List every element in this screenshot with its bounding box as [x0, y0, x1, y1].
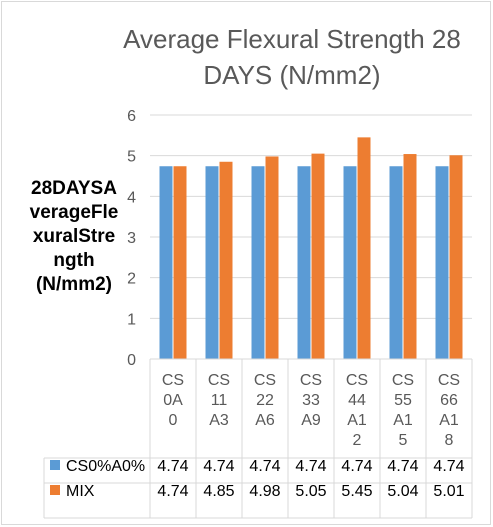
chart-title-line: DAYS (N/mm2) — [203, 60, 380, 90]
x-category-label: A1 — [347, 412, 367, 429]
x-category-label: 22 — [256, 392, 274, 409]
data-table: CS 0A 0 CS 11 A3 CS 22 A6 CS 33 A9 CS 44 A1 2 CS 55 A1 5 CS 6… — [43, 358, 473, 519]
table-value: 5.45 — [341, 483, 372, 500]
bar — [297, 166, 311, 359]
bar — [265, 156, 279, 359]
x-category-label: CS — [438, 372, 460, 389]
y-tick-label: 1 — [127, 311, 136, 328]
table-value: 4.74 — [433, 458, 464, 475]
x-category-label: A3 — [209, 412, 229, 429]
table-value: 4.74 — [387, 458, 418, 475]
table-value: 4.74 — [341, 458, 372, 475]
x-category-label: 0 — [169, 412, 178, 429]
table-value: 5.05 — [295, 483, 326, 500]
y-tick-label: 0 — [127, 352, 136, 369]
legend-label: MIX — [66, 483, 95, 500]
x-category-label: CS — [300, 372, 322, 389]
y-axis-title-line: 28DAYSA — [31, 178, 117, 199]
table-value: 4.98 — [249, 483, 280, 500]
x-category-label: 2 — [353, 432, 362, 449]
legend-key — [50, 460, 60, 470]
y-axis-title: 28DAYSA verageFle xuralStre ngth (N/mm2) — [30, 178, 119, 295]
x-category-label: CS — [346, 372, 368, 389]
chart-title-line: Average Flexural Strength 28 — [123, 24, 461, 54]
x-category-label: 0A — [163, 392, 183, 409]
y-tick-label: 3 — [127, 230, 136, 247]
bar — [311, 153, 325, 359]
y-axis-ticks: 0 1 2 3 4 5 6 — [127, 108, 136, 369]
legend-label: CS0%A0% — [66, 458, 145, 475]
x-category-label: 55 — [394, 392, 412, 409]
table-value: 4.85 — [203, 483, 234, 500]
x-category-label: 8 — [445, 432, 454, 449]
x-category-label: A1 — [393, 412, 413, 429]
y-axis-title-line: (N/mm2) — [36, 274, 112, 295]
x-category-label: A6 — [255, 412, 275, 429]
gridlines — [150, 114, 472, 319]
x-category-label: 66 — [440, 392, 458, 409]
y-axis-title-line: ngth — [53, 250, 94, 271]
bar — [389, 166, 403, 359]
y-tick-label: 6 — [127, 108, 136, 125]
bar — [357, 137, 371, 359]
y-tick-label: 2 — [127, 271, 136, 288]
chart-title: Average Flexural Strength 28 DAYS (N/mm2) — [123, 24, 461, 90]
x-category-label: A9 — [301, 412, 321, 429]
table-value: 4.74 — [295, 458, 326, 475]
bar — [159, 166, 173, 359]
y-tick-label: 4 — [127, 189, 136, 206]
x-category-label: 11 — [211, 392, 228, 409]
x-category-label: CS — [208, 372, 230, 389]
table-value: 4.74 — [157, 483, 188, 500]
table-value: 5.01 — [433, 483, 464, 500]
bar — [219, 161, 233, 359]
x-category-label: CS — [162, 372, 184, 389]
x-category-label: 33 — [302, 392, 320, 409]
bars — [159, 137, 463, 359]
table-value: 4.74 — [203, 458, 234, 475]
x-category-label: CS — [392, 372, 414, 389]
y-axis-title-line: xuralStre — [33, 226, 115, 247]
table-value: 4.74 — [249, 458, 280, 475]
table-value: 4.74 — [157, 458, 188, 475]
legend-key — [50, 485, 60, 495]
x-category-label: A1 — [439, 412, 459, 429]
bar — [449, 155, 463, 359]
y-axis-title-line: verageFle — [30, 202, 119, 223]
bar — [251, 166, 265, 359]
x-category-label: 44 — [348, 392, 366, 409]
x-category-label: 5 — [399, 432, 408, 449]
bar — [343, 166, 357, 359]
bar — [403, 154, 417, 359]
bar — [435, 166, 449, 359]
bar — [205, 166, 219, 359]
x-category-label: CS — [254, 372, 276, 389]
bar — [173, 166, 187, 359]
y-tick-label: 5 — [127, 149, 136, 166]
table-value: 5.04 — [387, 483, 418, 500]
